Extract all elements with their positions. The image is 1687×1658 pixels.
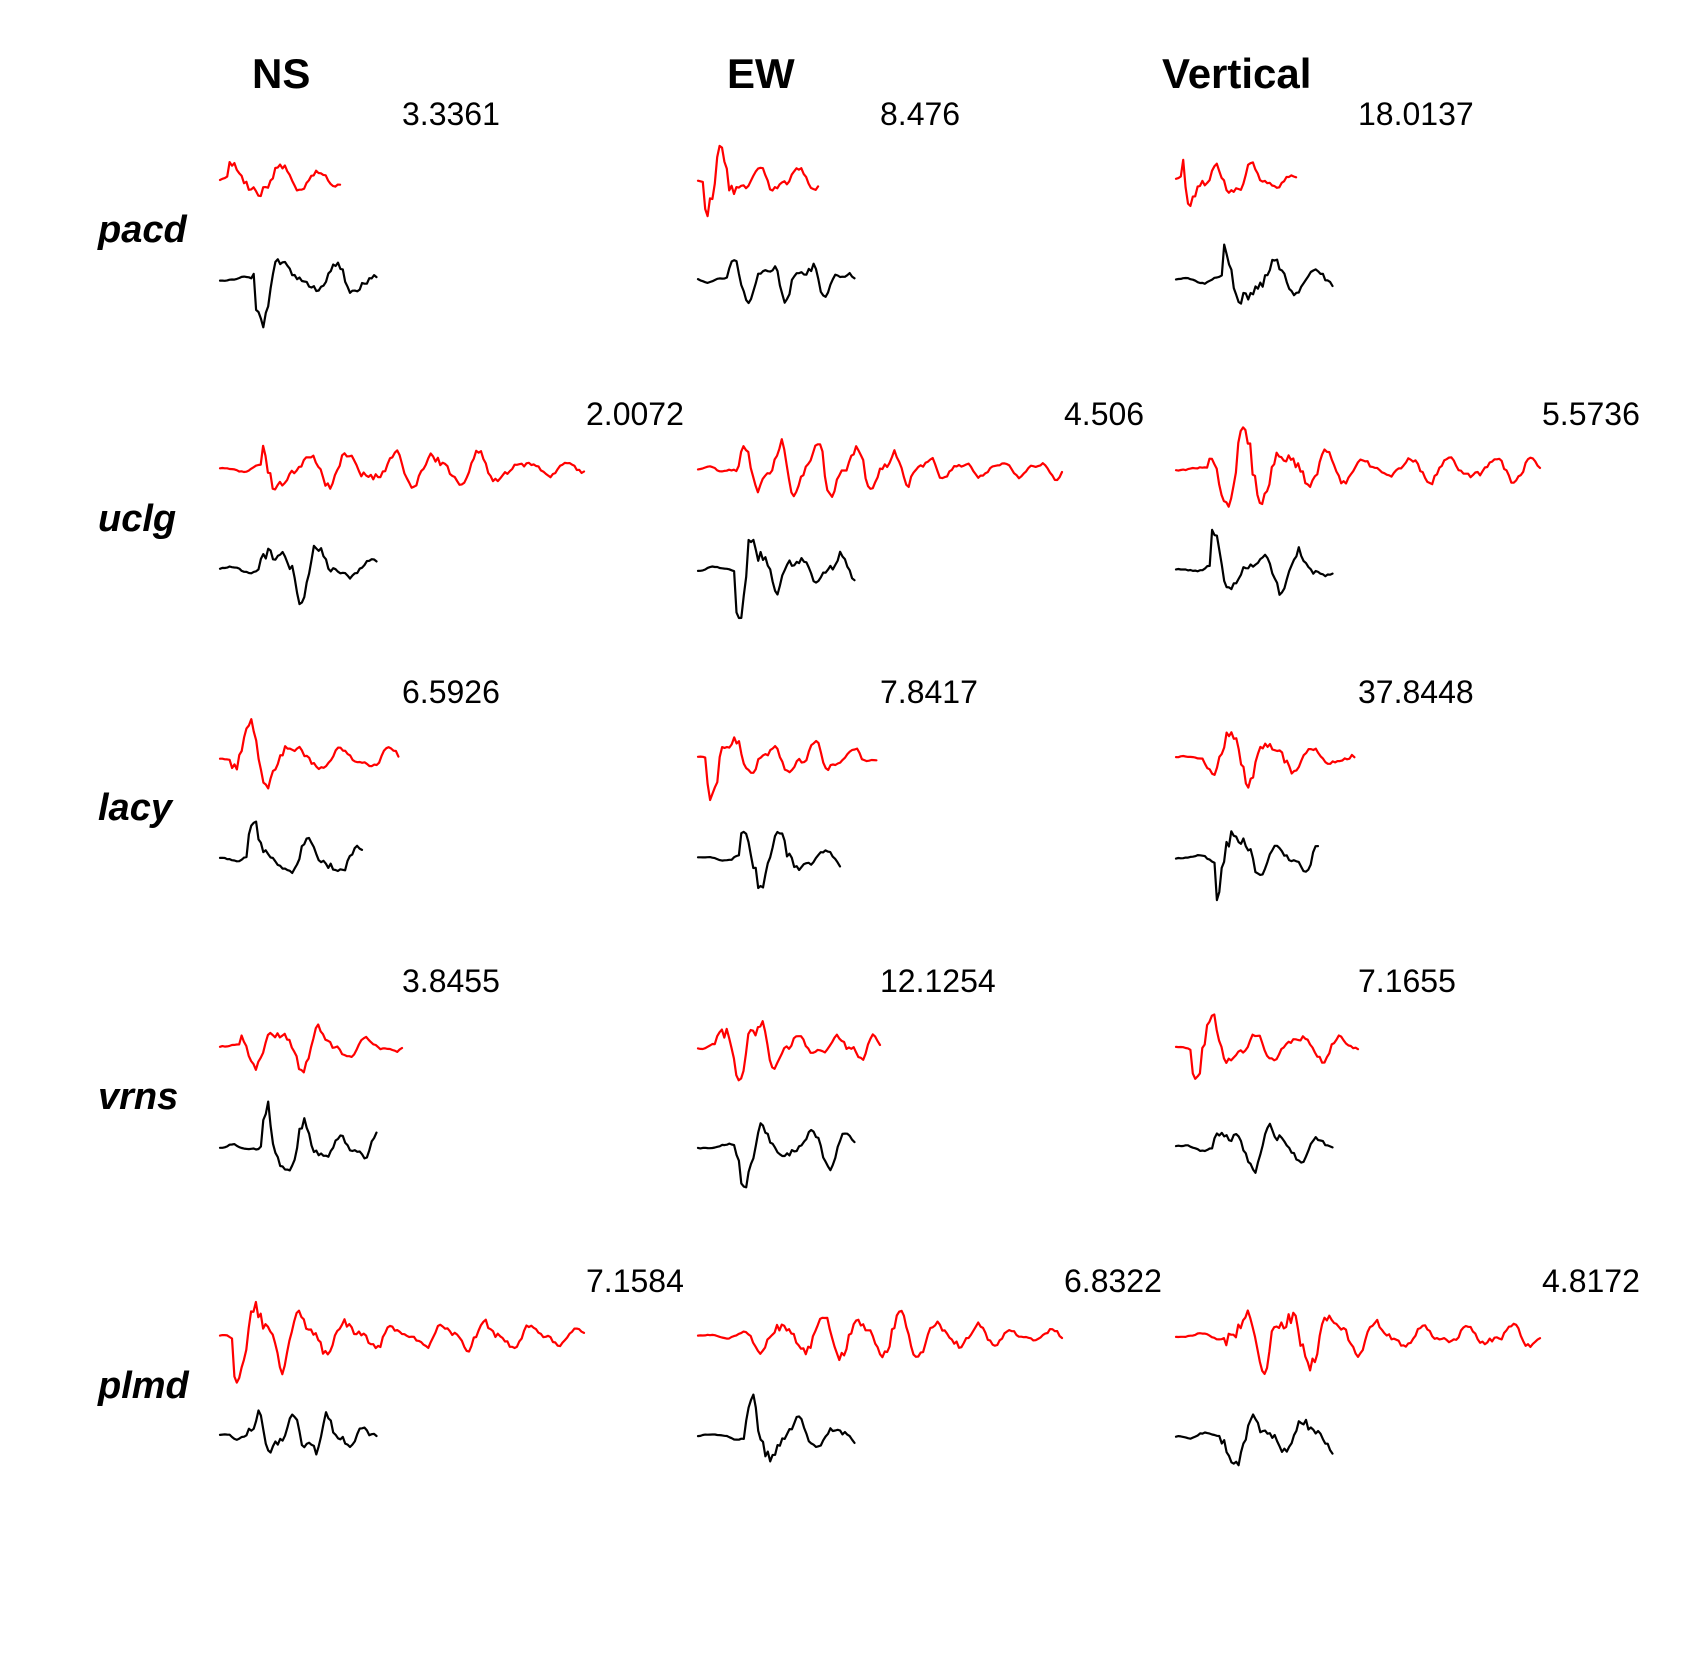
- station-label-vrns: vrns: [98, 1076, 178, 1118]
- observed-trace: [218, 1100, 378, 1172]
- synthetic-trace: [218, 717, 400, 790]
- amplitude-scale-label: 3.3361: [402, 96, 500, 132]
- station-label-plmd: plmd: [97, 1365, 190, 1407]
- observed-trace: [696, 259, 856, 305]
- synthetic-trace: [218, 444, 586, 491]
- synthetic-trace: [218, 1300, 586, 1384]
- station-label-lacy: lacy: [98, 787, 174, 829]
- trace-panel-vrns-ns: 3.8455: [218, 963, 500, 1172]
- amplitude-scale-label: 8.476: [880, 96, 960, 132]
- observed-trace: [1174, 830, 1320, 902]
- observed-trace: [696, 538, 856, 620]
- observed-trace: [696, 830, 842, 890]
- synthetic-trace: [696, 144, 820, 218]
- observed-trace: [1174, 1413, 1334, 1467]
- amplitude-scale-label: 6.5926: [402, 674, 500, 710]
- trace-panel-plmd-ew: 6.8322: [696, 1263, 1162, 1463]
- amplitude-scale-label: 4.506: [1064, 396, 1144, 432]
- column-headers: NS EW Vertical: [252, 50, 1311, 97]
- trace-panel-lacy-vertical: 37.8448: [1174, 674, 1474, 902]
- observed-trace: [1174, 1122, 1334, 1174]
- amplitude-scale-label: 2.0072: [586, 396, 684, 432]
- amplitude-scale-label: 3.8455: [402, 963, 500, 999]
- synthetic-trace: [696, 1309, 1064, 1362]
- trace-panel-uclg-vertical: 5.5736: [1174, 396, 1640, 596]
- amplitude-scale-label: 5.5736: [1542, 396, 1640, 432]
- synthetic-trace: [696, 438, 1064, 498]
- synthetic-trace: [696, 1020, 882, 1082]
- trace-panel-lacy-ew: 7.8417: [696, 674, 978, 890]
- amplitude-scale-label: 7.8417: [880, 674, 978, 710]
- synthetic-trace: [1174, 1309, 1542, 1376]
- trace-panel-uclg-ew: 4.506: [696, 396, 1144, 620]
- observed-trace: [218, 820, 364, 875]
- synthetic-trace: [696, 736, 878, 802]
- observed-trace: [1174, 528, 1334, 596]
- amplitude-scale-label: 37.8448: [1358, 674, 1474, 710]
- observed-trace: [218, 258, 378, 329]
- observed-trace: [1174, 243, 1334, 305]
- trace-panel-pacd-ew: 8.476: [696, 96, 960, 305]
- station-labels: pacd uclg lacy vrns plmd: [97, 209, 190, 1407]
- synthetic-trace: [1174, 1013, 1360, 1080]
- trace-panel-pacd-vertical: 18.0137: [1174, 96, 1474, 305]
- station-label-pacd: pacd: [97, 209, 187, 251]
- trace-panel-uclg-ns: 2.0072: [218, 396, 684, 606]
- column-header-vertical: Vertical: [1162, 50, 1311, 97]
- station-label-uclg: uclg: [98, 498, 176, 540]
- trace-panel-plmd-vertical: 4.8172: [1174, 1263, 1640, 1467]
- synthetic-trace: [218, 161, 342, 198]
- synthetic-trace: [218, 1023, 404, 1074]
- observed-trace: [696, 1122, 856, 1189]
- amplitude-scale-label: 7.1655: [1358, 963, 1456, 999]
- synthetic-trace: [1174, 426, 1542, 508]
- trace-panel-pacd-ns: 3.3361: [218, 96, 500, 329]
- column-header-ns: NS: [252, 50, 310, 97]
- synthetic-trace: [1174, 158, 1298, 208]
- observed-trace: [696, 1393, 856, 1463]
- amplitude-scale-label: 18.0137: [1358, 96, 1474, 132]
- amplitude-scale-label: 6.8322: [1064, 1263, 1162, 1299]
- amplitude-scale-label: 12.1254: [880, 963, 996, 999]
- trace-panel-plmd-ns: 7.1584: [218, 1263, 684, 1456]
- trace-panel-lacy-ns: 6.5926: [218, 674, 500, 875]
- observed-trace: [218, 544, 378, 606]
- trace-panel-vrns-vertical: 7.1655: [1174, 963, 1456, 1174]
- trace-panels: 3.3361 8.476 18.0137 2.0072 4.506 5.5736 6.592…: [218, 96, 1640, 1467]
- trace-panel-vrns-ew: 12.1254: [696, 963, 996, 1189]
- amplitude-scale-label: 4.8172: [1542, 1263, 1640, 1299]
- synthetic-trace: [1174, 731, 1356, 789]
- amplitude-scale-label: 7.1584: [586, 1263, 684, 1299]
- column-header-ew: EW: [727, 50, 795, 97]
- observed-trace: [218, 1409, 378, 1456]
